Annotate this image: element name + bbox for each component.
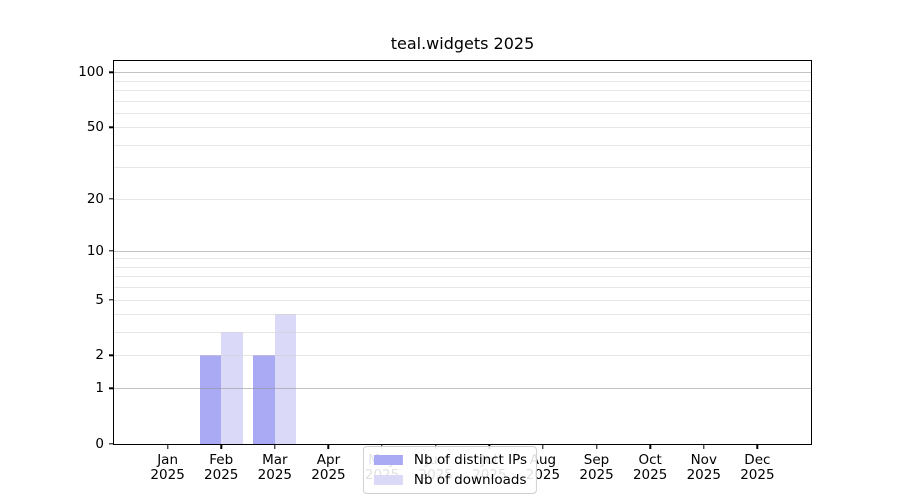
legend: Nb of distinct IPs Nb of downloads [362,446,538,494]
legend-item: Nb of distinct IPs [373,452,528,468]
gridline-minor [114,167,811,169]
x-label-month: Feb [209,452,234,468]
y-tick-label: 50 [86,119,104,136]
y-tick-label: 100 [78,64,104,81]
gridline-major [114,250,811,252]
y-tick-mark [109,71,114,73]
gridline-minor [114,258,811,260]
gridline-minor [114,287,811,289]
x-label-year: 2025 [311,466,346,483]
y-tick-mark [109,298,114,301]
gridline-minor [114,198,811,200]
y-tick-label: 1 [95,380,104,397]
y-tick-mark [109,354,114,357]
x-tick-mark [703,444,705,449]
x-tick-label: Apr 2025 [311,453,345,482]
x-tick-label: Mar 2025 [258,453,292,482]
gridline-minor [114,100,811,102]
x-tick-mark [595,444,598,449]
y-tick-label: 10 [86,242,104,259]
x-label-month: Apr [316,452,341,468]
x-label-year: 2025 [740,466,775,483]
x-tick-label: Dec 2025 [740,453,774,482]
bar-nb-of-distinct-ips-feb [199,355,222,444]
legend-item: Nb of downloads [373,472,527,488]
gridline-minor [114,127,811,129]
x-label-month: Sep [583,452,610,468]
x-tick-label: Oct 2025 [633,453,667,482]
x-label-month: Nov [690,452,717,468]
bar-nb-of-distinct-ips-mar [253,355,275,444]
legend-swatch [373,475,403,485]
x-tick-mark [220,444,222,449]
x-label-year: 2025 [257,466,293,483]
x-tick-mark [756,444,759,449]
x-label-year: 2025 [204,466,239,483]
y-tick-label: 0 [95,436,104,452]
gridline-minor [114,276,811,278]
legend-swatch [373,455,403,465]
x-tick-mark [274,444,276,449]
x-label-year: 2025 [686,466,721,483]
x-label-month: Mar [262,452,288,468]
gridline-minor [114,314,811,316]
y-tick-mark [109,443,114,445]
gridline-minor [114,80,811,82]
bar-nb-of-downloads-mar [274,314,297,444]
y-tick-label: 2 [95,347,104,364]
x-tick-mark [327,444,330,449]
x-tick-label: Jan 2025 [150,453,184,482]
y-tick-mark [109,126,114,128]
legend-label: Nb of distinct IPs [413,452,528,468]
plot-area: 0 1 2 5 10 20 50 100 Jan 2025 Feb 2025 Mar 2025 Apr 202… [78,60,812,482]
x-tick-mark [166,444,169,449]
x-label-month: Jan [157,452,179,468]
x-label-year: 2025 [632,466,668,483]
y-tick-mark [109,250,114,252]
x-tick-label: Feb 2025 [204,453,238,482]
x-tick-mark [649,444,651,449]
x-label-month: Oct [638,452,662,468]
chart-title: teal.widgets 2025 [390,34,535,53]
bar-nb-of-downloads-feb [221,332,243,444]
gridline-minor [114,332,811,334]
x-label-month: Dec [744,452,771,468]
x-label-year: 2025 [150,466,185,483]
y-tick-label: 5 [95,291,104,308]
y-tick-label: 20 [86,190,104,207]
gridline-minor [114,112,811,114]
x-tick-label: Nov 2025 [687,453,721,482]
gridline-major [114,72,811,74]
x-label-year: 2025 [579,466,614,483]
x-tick-label: Sep 2025 [579,453,613,482]
gridline-minor [114,144,811,146]
x-tick-mark [542,444,544,449]
y-tick-mark [109,197,114,200]
gridline-minor [114,299,811,301]
legend-label: Nb of downloads [413,472,527,488]
gridline-minor [114,89,811,91]
gridline-minor [114,266,811,268]
y-tick-mark [109,387,114,389]
